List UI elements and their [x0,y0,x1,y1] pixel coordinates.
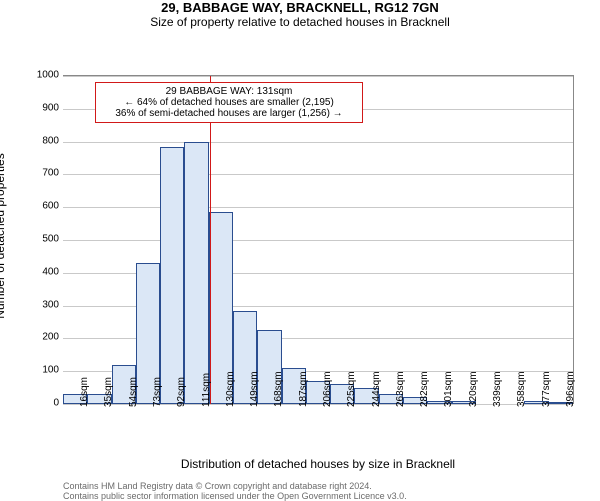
y-tick-label: 500 [0,234,63,245]
x-tick-label: 187sqm [298,371,309,407]
y-tick-label: 100 [0,365,63,376]
footer-line: Contains HM Land Registry data © Crown c… [63,481,407,491]
x-tick-label: 358sqm [516,371,527,407]
gridline [63,240,573,241]
y-tick-label: 900 [0,102,63,113]
annotation-line: 36% of semi-detached houses are larger (… [102,108,356,119]
x-tick-label: 339sqm [492,371,503,407]
x-tick-label: 111sqm [201,373,212,407]
x-tick-label: 377sqm [541,371,552,407]
x-tick-label: 149sqm [249,371,260,407]
x-tick-label: 263sqm [395,371,406,407]
gridline [63,142,573,143]
x-tick-label: 92sqm [176,377,187,407]
annotation-box: 29 BABBAGE WAY: 131sqm ← 64% of detached… [95,82,363,123]
y-tick-label: 1000 [0,70,63,81]
x-tick-label: 396sqm [565,371,576,407]
y-tick-label: 400 [0,266,63,277]
x-tick-label: 244sqm [371,371,382,407]
x-tick-label: 225sqm [346,371,357,407]
y-tick-label: 200 [0,332,63,343]
gridline [63,207,573,208]
x-tick-label: 130sqm [225,371,236,407]
x-tick-label: 320sqm [468,371,479,407]
annotation-line: 29 BABBAGE WAY: 131sqm [102,86,356,97]
y-tick-label: 0 [0,398,63,409]
y-tick-label: 600 [0,201,63,212]
page-title: 29, BABBAGE WAY, BRACKNELL, RG12 7GN [0,0,600,15]
plot-area [63,75,574,404]
x-tick-label: 16sqm [79,377,90,407]
x-tick-label: 168sqm [273,371,284,407]
footer: Contains HM Land Registry data © Crown c… [63,481,407,501]
histogram-bar [184,142,208,404]
gridline [63,76,573,77]
x-tick-label: 73sqm [152,377,163,407]
page-subtitle: Size of property relative to detached ho… [0,15,600,29]
annotation-line: ← 64% of detached houses are smaller (2,… [102,97,356,108]
x-tick-label: 282sqm [419,371,430,407]
y-tick-label: 300 [0,299,63,310]
marker-line [210,76,211,404]
y-tick-label: 700 [0,168,63,179]
gridline [63,174,573,175]
y-tick-label: 800 [0,135,63,146]
x-axis-title: Distribution of detached houses by size … [63,457,573,471]
histogram-bar [160,147,184,404]
x-tick-label: 35sqm [103,377,114,407]
x-tick-label: 54sqm [128,377,139,407]
x-tick-label: 206sqm [322,371,333,407]
x-tick-label: 301sqm [443,371,454,407]
